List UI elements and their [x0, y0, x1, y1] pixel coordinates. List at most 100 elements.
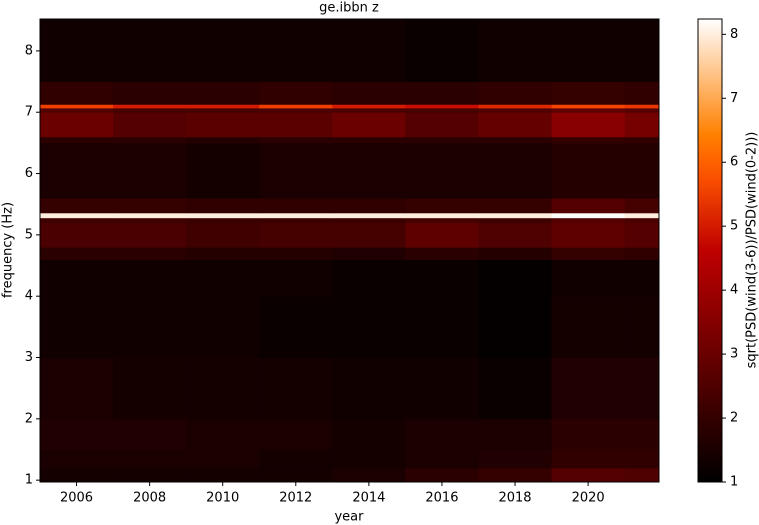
heatmap-cell	[40, 107, 114, 113]
heatmap-cell	[113, 212, 187, 219]
colorbar-tick-label: 7	[730, 91, 738, 106]
heatmap-cell	[113, 112, 187, 138]
x-tick-label: 2008	[133, 491, 166, 506]
heatmap-cell	[40, 296, 114, 359]
heatmap-cell	[259, 222, 333, 248]
x-axis-label: year	[334, 510, 364, 525]
heatmap-cell	[113, 418, 187, 450]
heatmap-cell	[186, 212, 260, 219]
heatmap-cell	[624, 112, 660, 138]
heatmap-cell	[113, 296, 187, 359]
heatmap-cell	[478, 217, 553, 224]
heatmap-cell	[624, 142, 660, 199]
heatmap-cell	[259, 142, 333, 199]
heatmap-cell	[624, 217, 660, 224]
heatmap-cell	[332, 222, 406, 248]
heatmap-cell	[186, 107, 260, 113]
heatmap-cell	[186, 467, 260, 483]
colorbar-tick-label: 6	[730, 155, 738, 170]
heatmap-cell	[259, 104, 333, 109]
heatmap-cell	[259, 19, 333, 83]
colorbar-tick-label: 2	[730, 411, 738, 426]
heatmap-cell	[478, 357, 553, 420]
x-tick-label: 2016	[425, 491, 458, 506]
heatmap-cell	[551, 449, 626, 469]
y-tick-label: 8	[25, 43, 33, 58]
heatmap-cell	[259, 212, 333, 219]
heatmap-cell	[40, 467, 114, 483]
heatmap-cell	[332, 449, 406, 469]
heatmap-cell	[332, 467, 406, 483]
heatmap-cell	[551, 222, 626, 248]
heatmap-cell	[478, 222, 553, 248]
heatmap-cell	[186, 247, 260, 260]
heatmap-cell	[40, 357, 114, 420]
heatmap-cell	[113, 142, 187, 199]
y-tick-label: 5	[25, 227, 33, 242]
heatmap-cell	[405, 81, 479, 105]
heatmap-cell	[551, 418, 626, 450]
heatmap-cell	[186, 217, 260, 224]
y-tick-label: 4	[25, 289, 33, 304]
y-tick-label: 7	[25, 105, 33, 120]
heatmap-cell	[40, 19, 114, 83]
heatmap-cell	[332, 142, 406, 199]
heatmap-cell	[405, 198, 479, 214]
heatmap-cell	[478, 449, 553, 469]
heatmap-cell	[405, 136, 479, 144]
y-axis-label: frequency (Hz)	[1, 202, 16, 298]
x-tick-label: 2012	[279, 491, 312, 506]
colorbar-tick-label: 4	[730, 283, 738, 298]
heatmap-cell	[186, 296, 260, 359]
heatmap-cell	[551, 112, 626, 138]
heatmap-cell	[259, 357, 333, 420]
heatmap-cell	[113, 259, 187, 297]
heatmap-cell	[624, 247, 660, 260]
heatmap-cell	[332, 212, 406, 219]
heatmap-cell	[40, 449, 114, 469]
heatmap-cell	[624, 222, 660, 248]
heatmap-cell	[259, 107, 333, 113]
heatmap-cell	[478, 467, 553, 483]
heatmap-cell	[259, 296, 333, 359]
heatmap-cell	[113, 222, 187, 248]
heatmap-cell	[624, 19, 660, 83]
heatmap-cell	[551, 107, 626, 113]
heatmap-cell	[259, 81, 333, 105]
heatmap-cell	[478, 104, 553, 109]
heatmap-cell	[113, 357, 187, 420]
heatmap-cell	[113, 136, 187, 144]
heatmap-cell	[259, 217, 333, 224]
heatmap-cell	[186, 19, 260, 83]
heatmap-cell	[332, 259, 406, 297]
heatmap-cell	[332, 217, 406, 224]
heatmap-cell	[40, 142, 114, 199]
y-tick-label: 6	[25, 166, 33, 181]
heatmap-cell	[40, 104, 114, 109]
colorbar-tick-label: 5	[730, 219, 738, 234]
heatmap-cell	[332, 296, 406, 359]
heatmap-cell	[551, 212, 626, 219]
heatmap-cell	[624, 136, 660, 144]
heatmap-cell	[551, 259, 626, 297]
heatmap-cell	[551, 142, 626, 199]
heatmap-cell	[186, 418, 260, 450]
colorbar	[697, 18, 723, 483]
heatmap-cell	[551, 19, 626, 83]
heatmap-cell	[478, 81, 553, 105]
heatmap-cell	[551, 104, 626, 109]
heatmap-cell	[332, 19, 406, 83]
heatmap-cell	[405, 212, 479, 219]
heatmap-cell	[551, 81, 626, 105]
heatmap-cell	[113, 449, 187, 469]
heatmap-cell	[405, 142, 479, 199]
heatmap-cell	[186, 136, 260, 144]
heatmap-cell	[478, 136, 553, 144]
heatmap-cell	[405, 222, 479, 248]
heatmap-cell	[113, 467, 187, 483]
heatmap-cell	[551, 247, 626, 260]
heatmap-cell	[113, 19, 187, 83]
x-tick-label: 2018	[498, 491, 531, 506]
heatmap-cell	[259, 467, 333, 483]
